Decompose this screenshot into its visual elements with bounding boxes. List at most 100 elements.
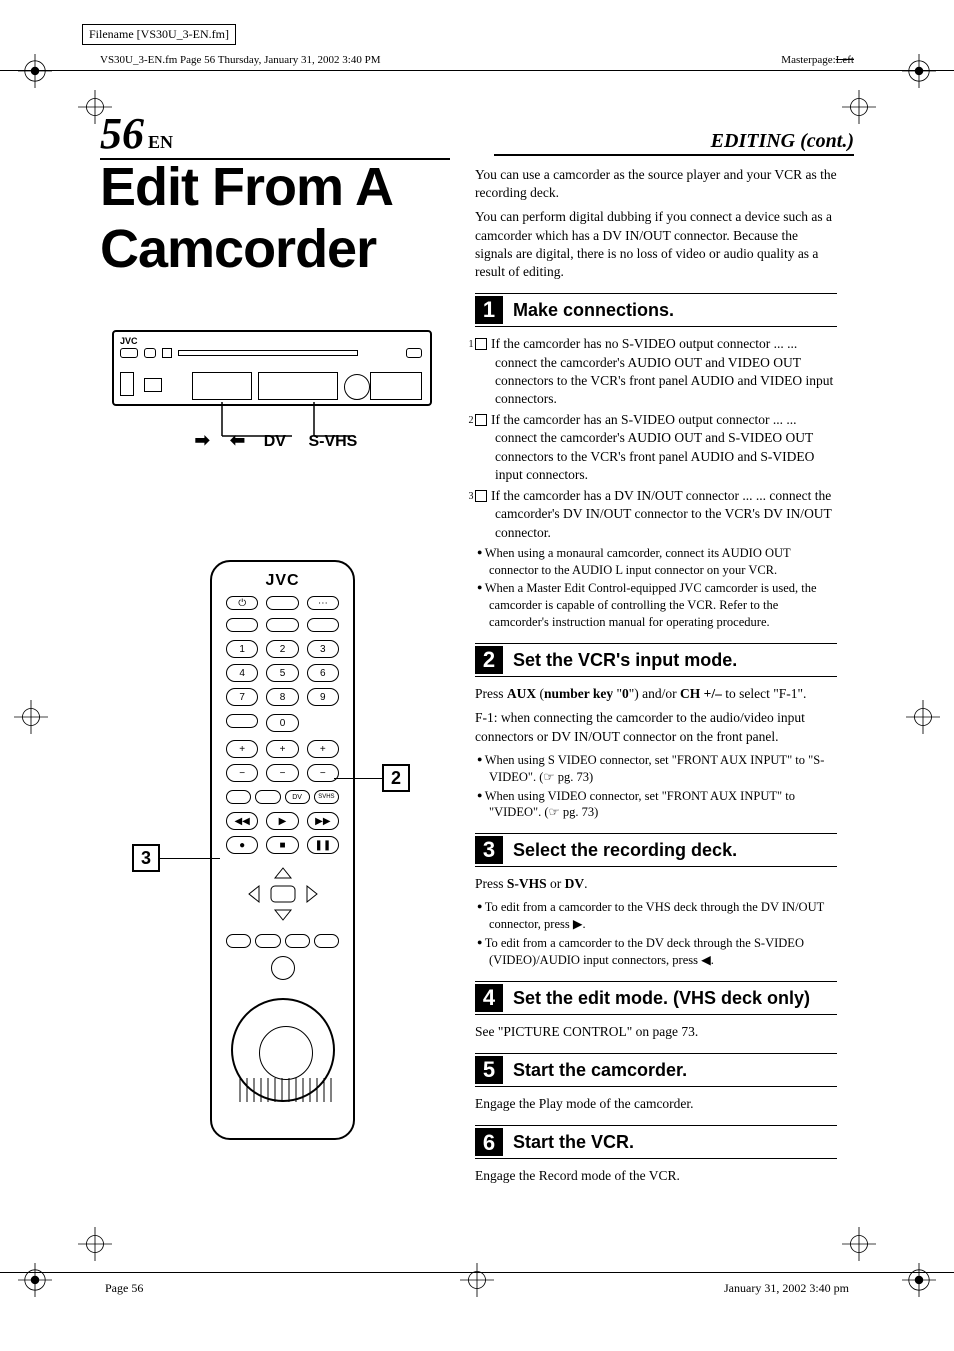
page-number: 56: [100, 109, 144, 158]
step-2-body: Press AUX (number key "0") and/or CH +/–…: [475, 685, 837, 703]
step-6-body: Engage the Record mode of the VCR.: [475, 1167, 837, 1185]
remote-button: ▶: [266, 812, 298, 830]
step-5: 5 Start the camcorder. Engage the Play m…: [475, 1053, 837, 1113]
step-1-bullet-2: When a Master Edit Control-equipped JVC …: [475, 580, 837, 631]
remote-key-1: 1: [226, 640, 258, 658]
registration-mark-icon: [842, 90, 876, 124]
masterpage-key: Masterpage:: [781, 54, 835, 66]
step-5-title: Start the camcorder.: [513, 1058, 687, 1082]
step-2-bullet-2: When using VIDEO connector, set "FRONT A…: [475, 788, 837, 822]
step-4-num: 4: [475, 984, 503, 1012]
right-column: You can use a camcorder as the source pl…: [475, 166, 837, 1192]
step-3-bullet-2: To edit from a camcorder to the DV deck …: [475, 935, 837, 969]
vcr-illustration: JVC ➡ ➡ DV S-VHS: [112, 330, 432, 420]
remote-button: −: [307, 764, 339, 782]
callout-3: 3: [132, 844, 160, 872]
page-number-area: 56EN: [100, 112, 450, 160]
remote-dv-button: DV: [285, 790, 310, 804]
remote-button: +: [307, 740, 339, 758]
step-1-title: Make connections.: [513, 298, 674, 322]
crop-mark-icon: [18, 54, 52, 88]
step-3-bullet-1: To edit from a camcorder to the VHS deck…: [475, 899, 837, 933]
remote-key-3: 3: [307, 640, 339, 658]
step-2-num: 2: [475, 646, 503, 674]
step-4: 4 Set the edit mode. (VHS deck only) See…: [475, 981, 837, 1041]
remote-button: [285, 934, 310, 948]
remote-button: [255, 790, 280, 804]
remote-key-7: 7: [226, 688, 258, 706]
footer-date: January 31, 2002 3:40 pm: [724, 1281, 849, 1296]
title-line-2: Camcorder: [100, 218, 393, 280]
footer-page: Page 56: [105, 1281, 143, 1296]
remote-key-6: 6: [307, 664, 339, 682]
remote-button: ■: [266, 836, 298, 854]
remote-button: ◀◀: [226, 812, 258, 830]
step-4-body: See "PICTURE CONTROL" on page 73.: [475, 1023, 837, 1041]
remote-button: [255, 934, 280, 948]
step-1-item-2: 2If the camcorder has an S-VIDEO output …: [475, 411, 837, 484]
top-rule: [0, 70, 954, 71]
intro-p2: You can perform digital dubbing if you c…: [475, 208, 837, 281]
callout-line: [160, 858, 220, 859]
remote-button: ●: [226, 836, 258, 854]
header-line: VS30U_3-EN.fm Page 56 Thursday, January …: [100, 54, 380, 66]
bottom-rule: [0, 1272, 954, 1273]
remote-button: ⏻: [226, 596, 258, 610]
step-1-num: 1: [475, 296, 503, 324]
remote-button: [271, 956, 295, 980]
vcr-pointer-lines: [114, 332, 430, 472]
callout-line: [334, 778, 382, 779]
crop-mark-icon: [18, 1263, 52, 1297]
step-2-bullet-1: When using S VIDEO connector, set "FRONT…: [475, 752, 837, 786]
remote-button: [226, 790, 251, 804]
step-1-bullet-1: When using a monaural camcorder, connect…: [475, 545, 837, 579]
remote-button: −: [226, 764, 258, 782]
step-1: 1 Make connections. 1If the camcorder ha…: [475, 293, 837, 631]
page-lang: EN: [148, 132, 173, 152]
remote-brand: JVC: [212, 572, 353, 590]
remote-button: [266, 596, 298, 610]
step-5-body: Engage the Play mode of the camcorder.: [475, 1095, 837, 1113]
remote-button: [226, 934, 251, 948]
remote-button: −: [266, 764, 298, 782]
step-5-num: 5: [475, 1056, 503, 1084]
remote-key-4: 4: [226, 664, 258, 682]
masterpage-value: Left: [836, 54, 854, 66]
remote-button: ⋯: [307, 596, 339, 610]
registration-mark-icon: [14, 700, 48, 734]
remote-svhs-button: SVHS: [314, 790, 339, 804]
remote-button: [314, 934, 339, 948]
masterpage-label: Masterpage:Left: [781, 54, 854, 66]
registration-mark-icon: [460, 1263, 494, 1297]
step-2: 2 Set the VCR's input mode. Press AUX (n…: [475, 643, 837, 821]
registration-mark-icon: [906, 700, 940, 734]
step-3: 3 Select the recording deck. Press S-VHS…: [475, 833, 837, 969]
main-title: Edit From A Camcorder: [100, 156, 393, 280]
section-title: EDITING (cont.): [711, 130, 854, 153]
remote-key-0: 0: [266, 714, 298, 732]
registration-mark-icon: [842, 1227, 876, 1261]
remote-key-8: 8: [266, 688, 298, 706]
page: Filename [VS30U_3-EN.fm] VS30U_3-EN.fm P…: [0, 0, 954, 1351]
step-3-num: 3: [475, 836, 503, 864]
callout-2: 2: [382, 764, 410, 792]
step-2-body2: F-1: when connecting the camcorder to th…: [475, 709, 837, 745]
title-line-1: Edit From A: [100, 156, 393, 218]
crop-mark-icon: [902, 1263, 936, 1297]
remote-illustration: JVC ⏻ ⋯ 1 2 3 4 5 6 7 8 9 0 +: [210, 560, 355, 1140]
step-6-title: Start the VCR.: [513, 1130, 634, 1154]
remote-key-5: 5: [266, 664, 298, 682]
step-4-title: Set the edit mode. (VHS deck only): [513, 986, 810, 1010]
section-rule: [494, 154, 854, 156]
remote-key-2: 2: [266, 640, 298, 658]
filename-label: Filename [VS30U_3-EN.fm]: [82, 24, 236, 45]
remote-button: [226, 618, 258, 632]
step-3-body: Press S-VHS or DV.: [475, 875, 837, 893]
remote-button: +: [266, 740, 298, 758]
registration-mark-icon: [78, 1227, 112, 1261]
crop-mark-icon: [902, 54, 936, 88]
step-2-title: Set the VCR's input mode.: [513, 648, 737, 672]
remote-button: +: [226, 740, 258, 758]
intro-p1: You can use a camcorder as the source pl…: [475, 166, 837, 202]
remote-key-9: 9: [307, 688, 339, 706]
